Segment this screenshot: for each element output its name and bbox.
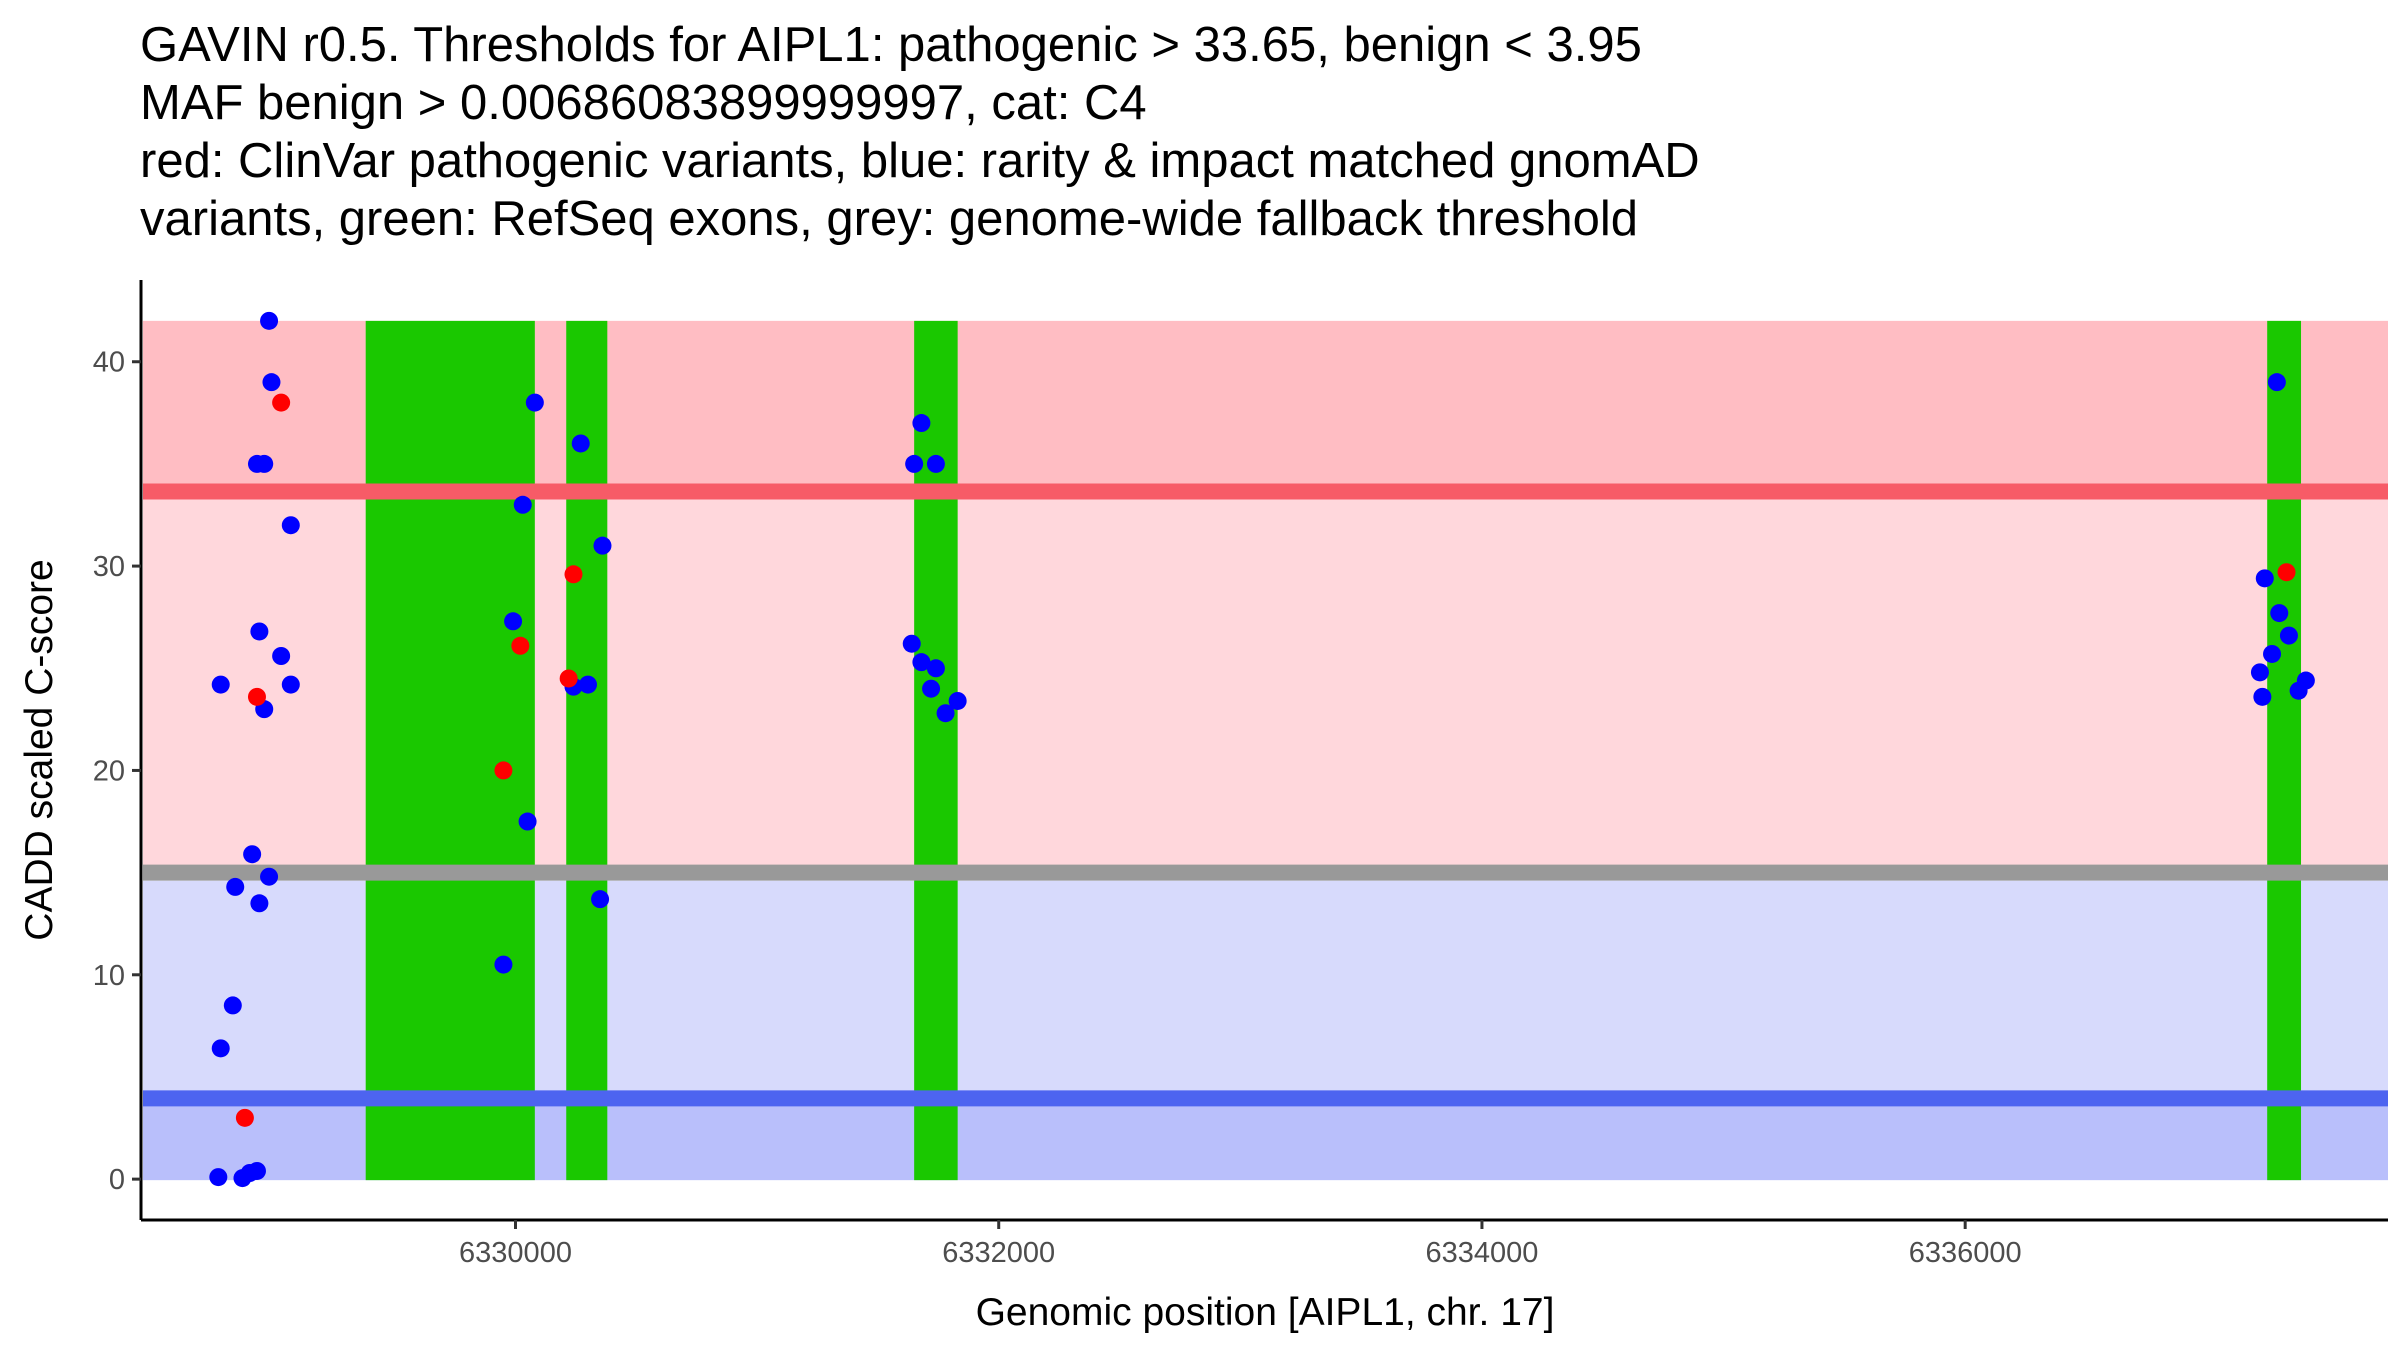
point-gnomad-26 <box>571 434 590 453</box>
point-gnomad-43 <box>2279 626 2298 645</box>
point-gnomad-35 <box>912 653 931 672</box>
axis-ticks: 0 10 20 30 40 6330000 6332000 6334000 6336000 <box>93 347 2022 1269</box>
exon-bar-3 <box>914 320 958 1181</box>
y-axis-title: CADD scaled C-score <box>18 559 61 940</box>
point-gnomad-6 <box>250 622 269 641</box>
point-clinvar-1 <box>272 393 291 412</box>
point-gnomad-23 <box>504 612 523 631</box>
title-line-1: GAVIN r0.5. Thresholds for AIPL1: pathog… <box>140 18 1642 72</box>
point-gnomad-48 <box>2289 681 2308 700</box>
point-gnomad-2 <box>262 373 281 392</box>
y-tick-label-20: 20 <box>93 755 125 787</box>
point-clinvar-4 <box>494 761 513 780</box>
point-gnomad-27 <box>593 536 612 555</box>
point-gnomad-45 <box>2250 663 2269 682</box>
y-tick-label-30: 30 <box>93 551 125 583</box>
point-gnomad-38 <box>936 704 955 723</box>
data-points <box>209 311 2315 1188</box>
chart-title: GAVIN r0.5. Thresholds for AIPL1: pathog… <box>140 16 1700 248</box>
point-gnomad-37 <box>922 679 941 698</box>
point-gnomad-24 <box>518 812 537 831</box>
point-clinvar-7 <box>559 669 578 688</box>
y-tick-label-40: 40 <box>93 347 125 379</box>
point-gnomad-20 <box>247 1161 266 1180</box>
point-gnomad-39 <box>948 691 967 710</box>
point-gnomad-13 <box>260 867 279 886</box>
point-clinvar-2 <box>247 687 266 706</box>
point-gnomad-30 <box>591 890 610 909</box>
point-gnomad-40 <box>2267 373 2286 392</box>
point-gnomad-44 <box>2263 644 2282 663</box>
point-gnomad-32 <box>905 454 924 473</box>
point-gnomad-5 <box>281 516 300 535</box>
point-gnomad-16 <box>211 1039 230 1058</box>
point-clinvar-6 <box>564 565 583 584</box>
point-gnomad-14 <box>250 894 269 913</box>
point-gnomad-41 <box>2255 569 2274 588</box>
x-tick-label-6334000: 6334000 <box>1425 1237 1538 1269</box>
exon-bar-4 <box>2267 320 2302 1181</box>
threshold-lines <box>143 483 2388 1107</box>
title-line-2: MAF benign > 0.00686083899999997, cat: C… <box>140 76 1147 130</box>
point-gnomad-34 <box>902 634 921 653</box>
point-clinvar-5 <box>511 636 530 655</box>
point-gnomad-4 <box>255 454 274 473</box>
y-tick-label-0: 0 <box>109 1164 125 1196</box>
title-line-4: variants, green: RefSeq exons, grey: gen… <box>140 192 1639 246</box>
point-gnomad-9 <box>281 675 300 694</box>
x-tick-label-6336000: 6336000 <box>1909 1237 2022 1269</box>
point-gnomad-36 <box>926 659 945 678</box>
point-gnomad-8 <box>211 675 230 694</box>
exon-bar-2 <box>566 320 608 1181</box>
point-gnomad-33 <box>926 454 945 473</box>
point-gnomad-15 <box>223 996 242 1015</box>
point-gnomad-11 <box>243 845 262 864</box>
exon-bar-1 <box>365 320 535 1181</box>
point-gnomad-42 <box>2270 604 2289 623</box>
point-gnomad-12 <box>226 877 245 896</box>
point-gnomad-31 <box>912 414 931 433</box>
x-tick-label-6332000: 6332000 <box>942 1237 1055 1269</box>
point-gnomad-46 <box>2253 687 2272 706</box>
point-gnomad-29 <box>578 675 597 694</box>
title-line-3: red: ClinVar pathogenic variants, blue: … <box>140 134 1700 188</box>
point-gnomad-22 <box>513 495 532 514</box>
point-clinvar-8 <box>2277 563 2296 582</box>
point-gnomad-17 <box>209 1168 228 1187</box>
point-gnomad-7 <box>272 647 291 665</box>
x-axis-title: Genomic position [AIPL1, chr. 17] <box>976 1291 1555 1334</box>
point-gnomad-21 <box>525 393 544 412</box>
y-tick-label-10: 10 <box>93 960 125 992</box>
point-gnomad-25 <box>494 955 513 974</box>
x-tick-label-6330000: 6330000 <box>459 1237 572 1269</box>
point-clinvar-3 <box>235 1108 254 1127</box>
point-gnomad-1 <box>260 311 279 330</box>
